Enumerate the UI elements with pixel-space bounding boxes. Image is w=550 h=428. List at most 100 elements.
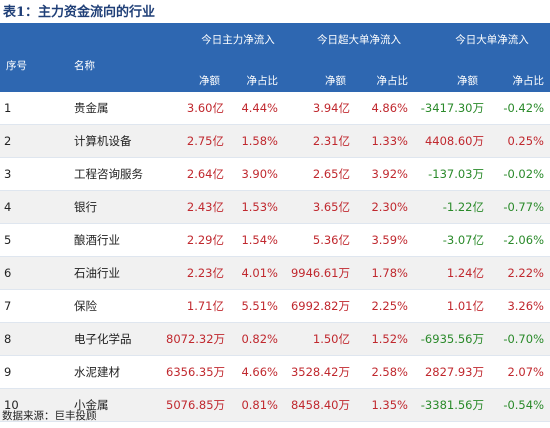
cell-net-amount: 5076.85万	[162, 388, 230, 422]
row-industry-name: 保险	[62, 289, 162, 323]
row-index: 10	[0, 388, 62, 422]
table-row: 10 小金属 5076.85万 0.81% 8458.40万 1.35% -3381.56万…	[0, 388, 550, 422]
cell-net-ratio: 2.22%	[490, 256, 550, 290]
cell-net-amount: 6356.35万	[162, 355, 230, 389]
row-industry-name: 小金属	[62, 388, 162, 422]
row-industry-name: 水泥建材	[62, 355, 162, 389]
cell-net-amount: 1.50亿	[284, 322, 356, 356]
row-industry-name: 工程咨询服务	[62, 157, 162, 191]
cell-net-amount: 2.23亿	[162, 256, 230, 290]
cell-net-ratio: 0.25%	[490, 124, 550, 158]
cell-net-ratio: 2.25%	[356, 289, 414, 323]
cell-net-amount: 3.60亿	[162, 92, 230, 125]
cell-net-amount: -1.22亿	[414, 190, 490, 224]
row-index: 7	[0, 289, 62, 323]
cell-net-amount: -137.03万	[414, 157, 490, 191]
cell-net-amount: 5.36亿	[284, 223, 356, 257]
cell-net-ratio: 4.86%	[356, 92, 414, 125]
cell-net-amount: 6992.82万	[284, 289, 356, 323]
header-net-ratio: 净占比	[490, 68, 550, 92]
cell-net-ratio: 0.82%	[230, 322, 284, 356]
cell-net-ratio: -0.77%	[490, 190, 550, 224]
row-index: 9	[0, 355, 62, 389]
cell-net-amount: 2.31亿	[284, 124, 356, 158]
header-net-amount: 净额	[414, 68, 490, 92]
header-net-amount: 净额	[284, 68, 356, 92]
cell-net-amount: 2.64亿	[162, 157, 230, 191]
header-index: 序号	[0, 24, 62, 92]
row-index: 6	[0, 256, 62, 290]
cell-net-amount: 8458.40万	[284, 388, 356, 422]
cell-net-ratio: 1.33%	[356, 124, 414, 158]
data-source-note: 数据来源：巨丰投顾	[2, 410, 97, 422]
cell-net-amount: -6935.56万	[414, 322, 490, 356]
header-group-large: 今日大单净流入	[414, 24, 550, 68]
row-industry-name: 银行	[62, 190, 162, 224]
cell-net-ratio: -0.70%	[490, 322, 550, 356]
header-net-ratio: 净占比	[356, 68, 414, 92]
cell-net-ratio: 1.78%	[356, 256, 414, 290]
cell-net-ratio: -2.06%	[490, 223, 550, 257]
cell-net-amount: 2.75亿	[162, 124, 230, 158]
cell-net-amount: -3.07亿	[414, 223, 490, 257]
cell-net-amount: 2.29亿	[162, 223, 230, 257]
cell-net-amount: 9946.61万	[284, 256, 356, 290]
cell-net-ratio: 1.53%	[230, 190, 284, 224]
cell-net-ratio: -0.54%	[490, 388, 550, 422]
cell-net-amount: 1.24亿	[414, 256, 490, 290]
cell-net-amount: 1.01亿	[414, 289, 490, 323]
industry-fund-flow-table: 序号 名称 今日主力净流入 今日超大单净流入 今日大单净流入 净额 净占比 净额…	[0, 24, 550, 422]
row-index: 3	[0, 157, 62, 191]
cell-net-ratio: 2.58%	[356, 355, 414, 389]
cell-net-ratio: 2.07%	[490, 355, 550, 389]
cell-net-amount: 2.65亿	[284, 157, 356, 191]
cell-net-ratio: 4.66%	[230, 355, 284, 389]
cell-net-ratio: 3.90%	[230, 157, 284, 191]
cell-net-amount: 4408.60万	[414, 124, 490, 158]
table-row: 1 贵金属 3.60亿 4.44% 3.94亿 4.86% -3417.30万 -0.42%	[0, 92, 550, 125]
cell-net-ratio: 4.01%	[230, 256, 284, 290]
row-index: 8	[0, 322, 62, 356]
cell-net-ratio: 3.26%	[490, 289, 550, 323]
cell-net-ratio: 1.58%	[230, 124, 284, 158]
cell-net-ratio: 1.52%	[356, 322, 414, 356]
cell-net-amount: 2.43亿	[162, 190, 230, 224]
cell-net-amount: -3417.30万	[414, 92, 490, 125]
cell-net-ratio: 4.44%	[230, 92, 284, 125]
row-index: 5	[0, 223, 62, 257]
cell-net-ratio: 1.54%	[230, 223, 284, 257]
table-caption: 表1：主力资金流向的行业	[3, 5, 156, 20]
header-name: 名称	[62, 24, 162, 92]
table-row: 5 酿酒行业 2.29亿 1.54% 5.36亿 3.59% -3.07亿 -2.06%	[0, 223, 550, 257]
cell-net-amount: 3.94亿	[284, 92, 356, 125]
cell-net-ratio: -0.02%	[490, 157, 550, 191]
cell-net-ratio: 3.92%	[356, 157, 414, 191]
table-row: 6 石油行业 2.23亿 4.01% 9946.61万 1.78% 1.24亿 2.22%	[0, 256, 550, 290]
cell-net-ratio: -0.42%	[490, 92, 550, 125]
row-industry-name: 石油行业	[62, 256, 162, 290]
table-row: 3 工程咨询服务 2.64亿 3.90% 2.65亿 3.92% -137.03万 -0.02…	[0, 157, 550, 191]
cell-net-amount: -3381.56万	[414, 388, 490, 422]
table-row: 8 电子化学品 8072.32万 0.82% 1.50亿 1.52% -6935.56万 -0…	[0, 322, 550, 356]
cell-net-ratio: 1.35%	[356, 388, 414, 422]
row-index: 1	[0, 92, 62, 125]
cell-net-ratio: 3.59%	[356, 223, 414, 257]
row-index: 2	[0, 124, 62, 158]
row-industry-name: 酿酒行业	[62, 223, 162, 257]
table-row: 4 银行 2.43亿 1.53% 3.65亿 2.30% -1.22亿 -0.77%	[0, 190, 550, 224]
cell-net-amount: 3528.42万	[284, 355, 356, 389]
header-group-main: 今日主力净流入	[162, 24, 284, 68]
header-group-super: 今日超大单净流入	[284, 24, 414, 68]
table-row: 9 水泥建材 6356.35万 4.66% 3528.42万 2.58% 2827.93万 2…	[0, 355, 550, 389]
cell-net-amount: 8072.32万	[162, 322, 230, 356]
header-net-amount: 净额	[162, 68, 230, 92]
cell-net-amount: 1.71亿	[162, 289, 230, 323]
cell-net-amount: 2827.93万	[414, 355, 490, 389]
cell-net-ratio: 0.81%	[230, 388, 284, 422]
table-row: 2 计算机设备 2.75亿 1.58% 2.31亿 1.33% 4408.60万 0.25%	[0, 124, 550, 158]
cell-net-ratio: 2.30%	[356, 190, 414, 224]
row-industry-name: 贵金属	[62, 92, 162, 125]
row-index: 4	[0, 190, 62, 224]
cell-net-amount: 3.65亿	[284, 190, 356, 224]
cell-net-ratio: 5.51%	[230, 289, 284, 323]
